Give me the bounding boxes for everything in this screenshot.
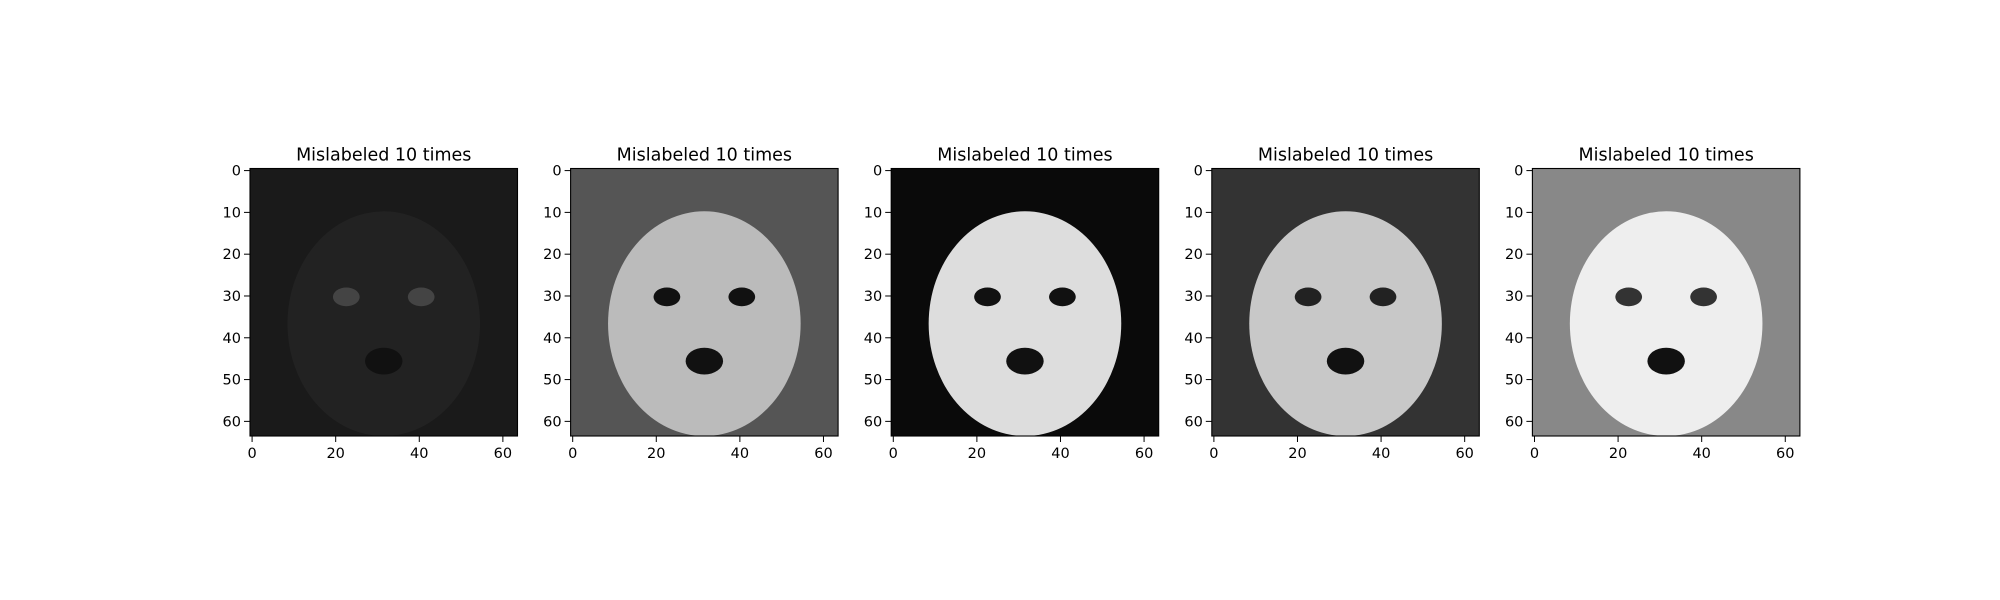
y-tick-label: 0 [873, 164, 882, 180]
image-eye [974, 287, 1001, 307]
y-tick-label: 10 [1505, 205, 1523, 221]
subplot: Mislabeled 10 times 0 20 40 60 0 10 20 30 40 50 60 [223, 146, 519, 462]
x-tick-label: 20 [647, 446, 665, 462]
image-face [1569, 211, 1763, 436]
x-tick-label: 60 [1455, 446, 1473, 462]
x-tick-label: 60 [814, 446, 832, 462]
y-tick-label: 0 [1514, 164, 1523, 180]
x-tick-label: 0 [889, 446, 898, 462]
subplot: Mislabeled 10 times 0 20 40 60 0 10 20 30 40 50 60 [1184, 146, 1480, 462]
y-tick-label: 60 [543, 414, 561, 430]
y-tick-label: 30 [1505, 289, 1523, 305]
x-tick-label: 20 [1288, 446, 1306, 462]
y-tick-label: 50 [543, 373, 561, 389]
y-tick-label: 50 [1184, 373, 1202, 389]
x-tick-label: 0 [1530, 446, 1539, 462]
y-tick-label: 30 [864, 289, 882, 305]
x-tick-label: 60 [1135, 446, 1153, 462]
image-face [287, 211, 481, 436]
image-nose [365, 347, 403, 375]
dog-image [891, 168, 1159, 436]
axes-frame [1211, 167, 1480, 437]
y-tick-label: 40 [864, 331, 882, 347]
x-tick-label: 40 [731, 446, 749, 462]
image-eye [1369, 287, 1397, 307]
image-eye [1049, 287, 1076, 307]
x-tick-label: 40 [1051, 446, 1069, 462]
y-tick-label: 60 [223, 414, 241, 430]
x-tick-label: 20 [968, 446, 986, 462]
y-tick-label: 20 [223, 247, 241, 263]
x-tick-label: 20 [326, 446, 344, 462]
y-tick-label: 30 [223, 289, 241, 305]
x-tick-label: 0 [568, 446, 577, 462]
y-tick-label: 40 [543, 331, 561, 347]
y-tick-label: 40 [1505, 331, 1523, 347]
image-eye [728, 287, 756, 307]
subplot-title: Mislabeled 10 times [1258, 146, 1433, 166]
y-tick-label: 30 [543, 289, 561, 305]
y-tick-label: 20 [543, 247, 561, 263]
dog-image [1532, 168, 1800, 436]
image-eye [407, 287, 435, 307]
y-tick-label: 50 [864, 373, 882, 389]
y-tick-label: 60 [1505, 414, 1523, 430]
y-tick-label: 20 [1505, 247, 1523, 263]
axes-frame [890, 167, 1160, 437]
y-tick-label: 20 [864, 247, 882, 263]
dog-image [1211, 168, 1480, 436]
y-tick-label: 10 [543, 205, 561, 221]
image-eye [1615, 287, 1643, 307]
dog-image [250, 168, 518, 436]
y-tick-label: 60 [864, 414, 882, 430]
x-tick-label: 40 [1692, 446, 1710, 462]
image-eye [653, 287, 681, 307]
y-tick-label: 0 [1194, 164, 1203, 180]
image-eye [1690, 287, 1717, 307]
image-eye [332, 287, 360, 307]
subplot-title: Mislabeled 10 times [617, 146, 792, 166]
subplot-title: Mislabeled 10 times [1578, 146, 1753, 166]
y-tick-label: 20 [1184, 247, 1202, 263]
y-tick-label: 0 [552, 164, 561, 180]
image-nose [1326, 347, 1365, 375]
x-tick-label: 0 [247, 446, 256, 462]
image-nose [685, 347, 724, 375]
image-eye [1294, 287, 1322, 307]
y-tick-label: 10 [1184, 205, 1202, 221]
x-tick-label: 40 [1372, 446, 1390, 462]
y-tick-label: 10 [864, 205, 882, 221]
y-tick-label: 50 [223, 373, 241, 389]
x-tick-label: 20 [1609, 446, 1627, 462]
subplot: Mislabeled 10 times 0 20 40 60 0 10 20 30 40 50 60 [1505, 146, 1801, 462]
subplot: Mislabeled 10 times 0 20 40 60 0 10 20 30 40 50 60 [543, 146, 839, 462]
x-tick-label: 60 [494, 446, 512, 462]
y-tick-label: 60 [1184, 414, 1202, 430]
y-tick-label: 50 [1505, 373, 1523, 389]
image-face [608, 211, 801, 436]
y-tick-label: 40 [1184, 331, 1202, 347]
subplot: Mislabeled 10 times 0 20 40 60 0 10 20 30 40 50 60 [864, 146, 1160, 462]
image-face [1249, 211, 1442, 436]
image-face [928, 211, 1122, 436]
axes-frame [1531, 167, 1801, 437]
subplot-title: Mislabeled 10 times [296, 146, 471, 166]
y-tick-label: 30 [1184, 289, 1202, 305]
image-nose [1006, 347, 1044, 375]
y-tick-label: 40 [223, 331, 241, 347]
y-tick-label: 10 [223, 205, 241, 221]
axes-frame [249, 167, 519, 437]
x-tick-label: 60 [1776, 446, 1794, 462]
image-nose [1647, 347, 1685, 375]
dog-image [570, 168, 839, 436]
subplot-title: Mislabeled 10 times [937, 146, 1112, 166]
axes-frame [570, 167, 839, 437]
x-tick-label: 40 [410, 446, 428, 462]
y-tick-label: 0 [232, 164, 241, 180]
x-tick-label: 0 [1209, 446, 1218, 462]
